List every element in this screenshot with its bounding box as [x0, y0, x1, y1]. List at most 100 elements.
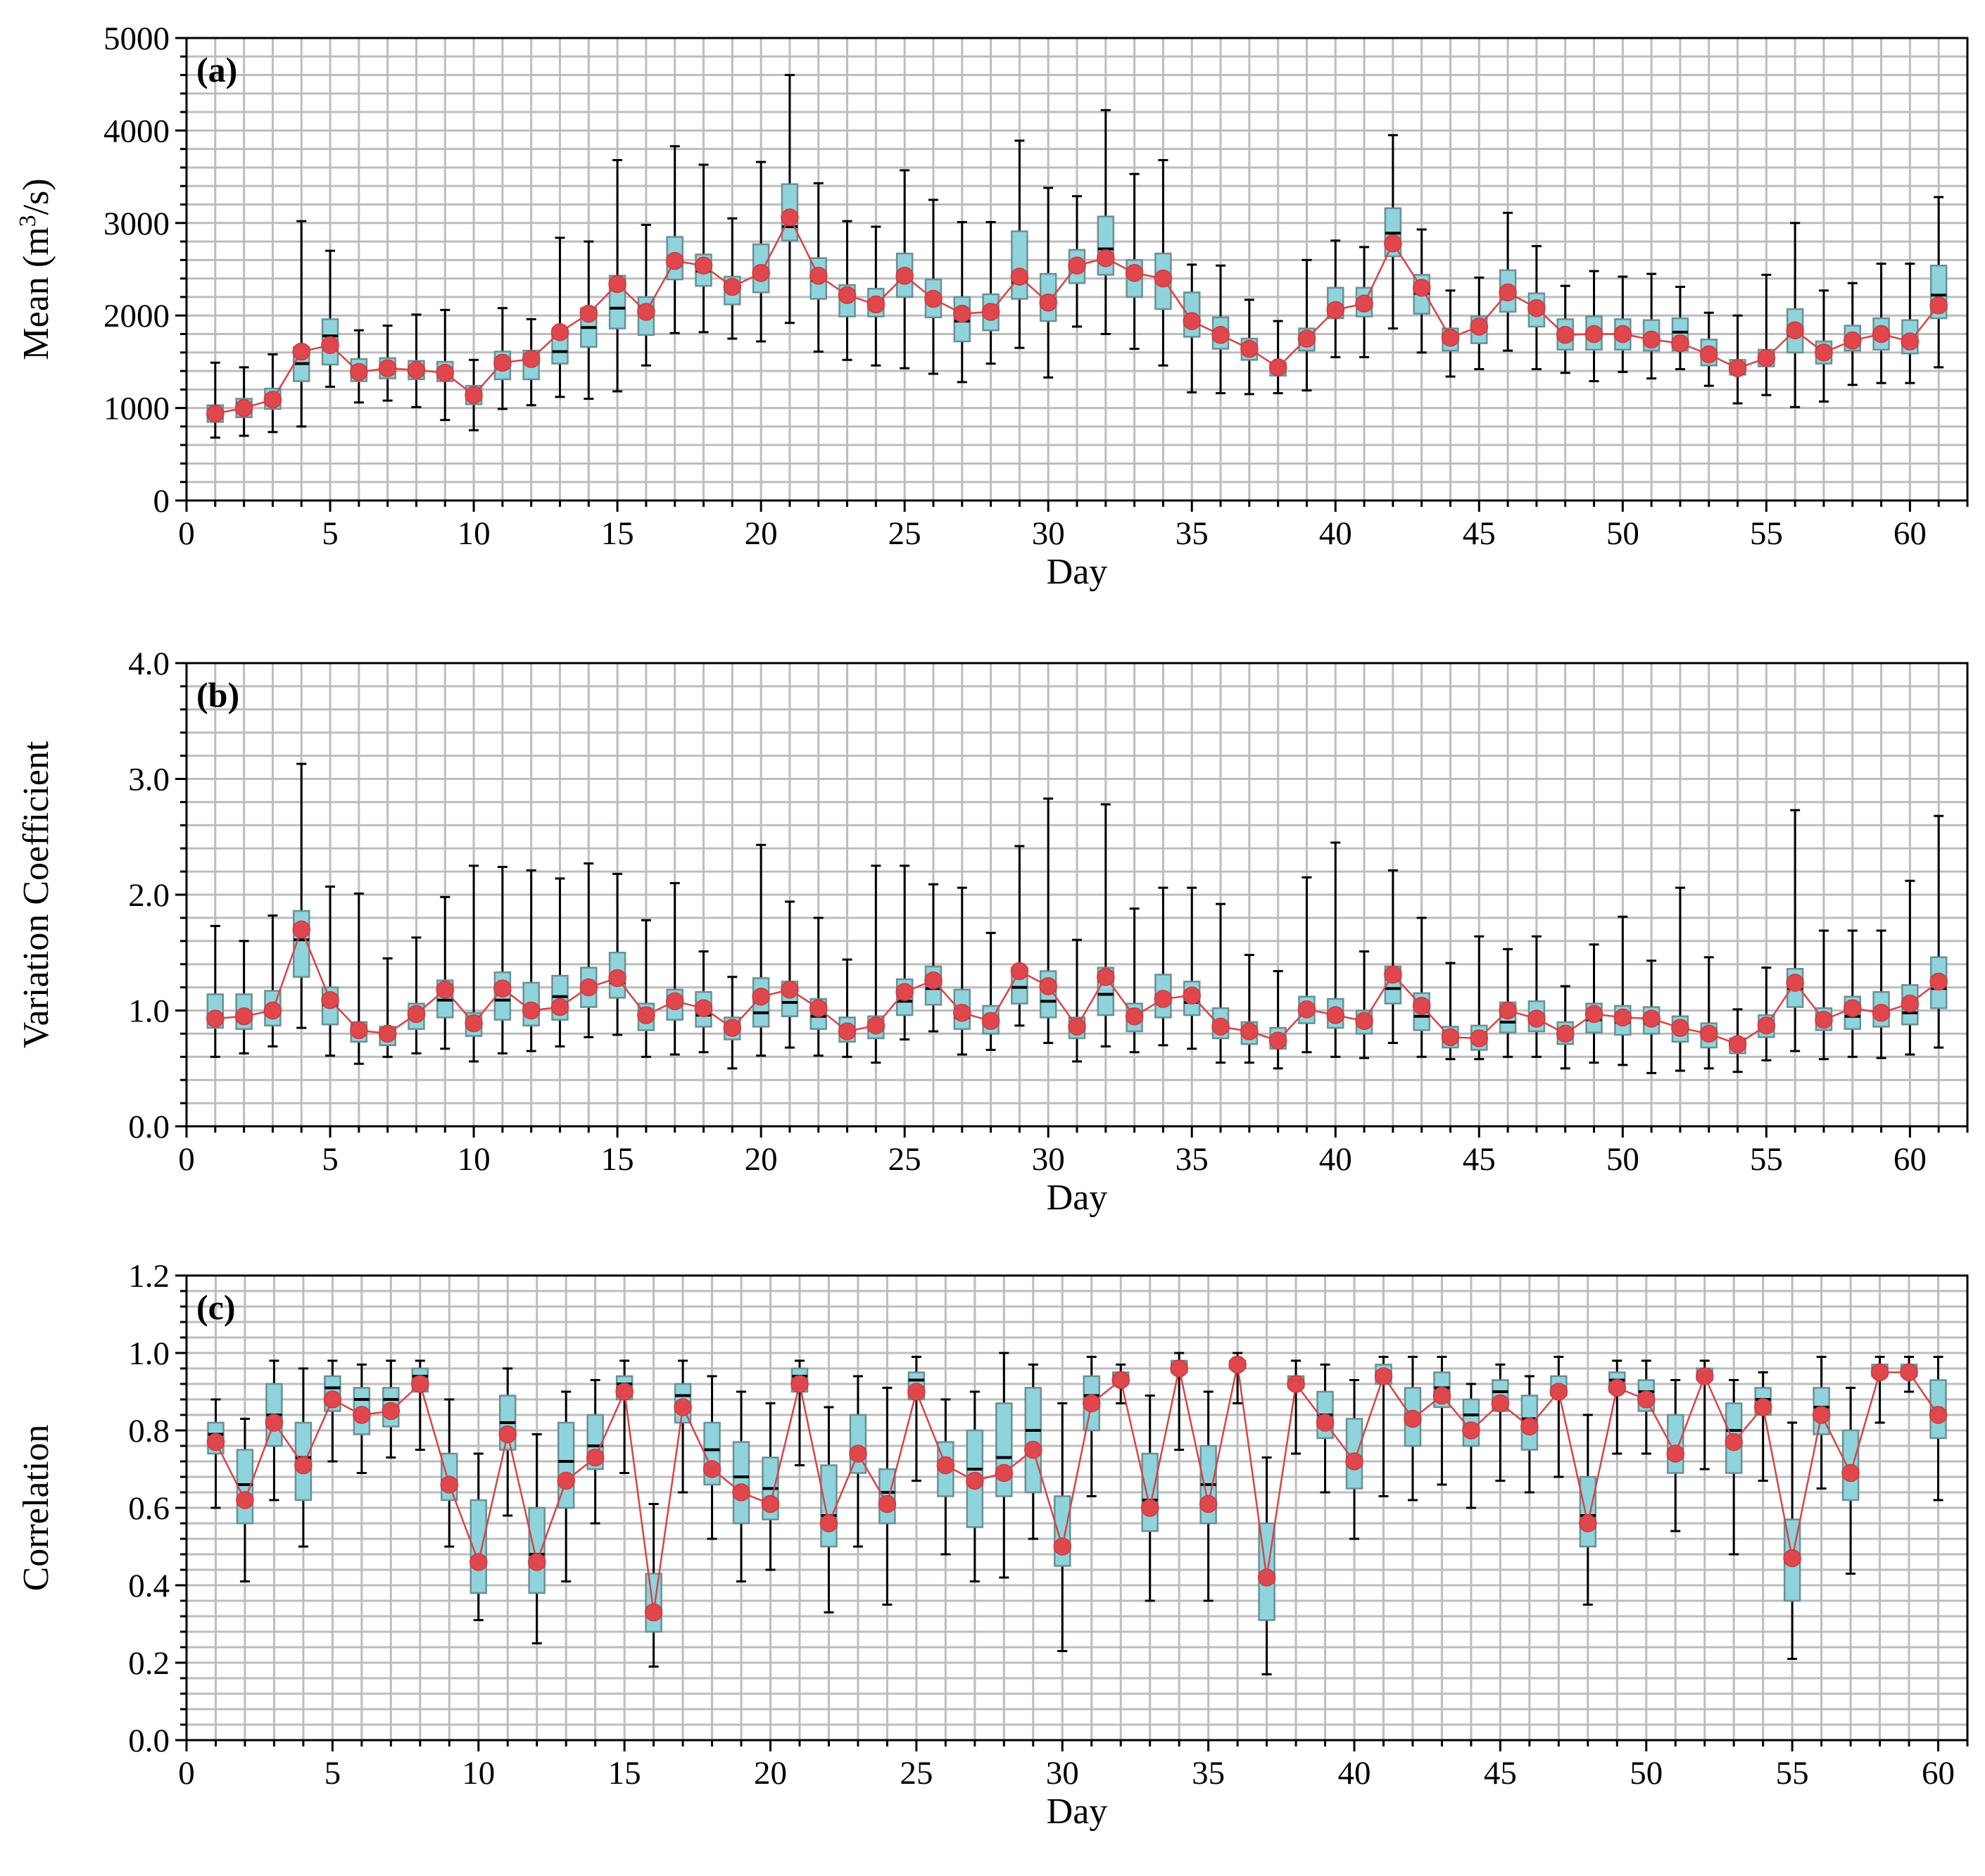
box-day-47: [1527, 935, 1546, 1058]
box-day-56: [1786, 809, 1804, 1052]
mean-point-day-51: [1666, 1444, 1684, 1463]
mean-point-day-46: [1499, 283, 1517, 302]
mean-point-day-25: [907, 1383, 926, 1401]
mean-point-day-41: [1374, 1367, 1393, 1385]
box-day-1: [206, 924, 225, 1058]
x-tick-label: 35: [1192, 1755, 1225, 1792]
mean-point-day-3: [265, 1414, 284, 1432]
mean-point-day-48: [1579, 1514, 1597, 1532]
box-day-16: [637, 223, 655, 367]
mean-point-day-32: [1097, 248, 1115, 267]
box-day-16: [645, 1503, 662, 1668]
y-tick-label: 3000: [103, 206, 170, 242]
mean-point-day-2: [234, 1007, 253, 1026]
mean-point-day-9: [440, 1475, 459, 1494]
mean-point-day-17: [665, 992, 684, 1011]
box-day-58: [1844, 929, 1862, 1058]
mean-point-day-53: [1725, 1433, 1743, 1452]
mean-point-day-29: [1024, 1440, 1042, 1459]
mean-point-day-30: [1039, 294, 1057, 312]
mean-point-day-18: [694, 999, 713, 1017]
mean-point-day-49: [1584, 1005, 1603, 1024]
mean-point-day-13: [550, 997, 569, 1016]
mean-markers: [206, 1355, 1948, 1622]
mean-point-day-48: [1556, 1024, 1575, 1043]
mean-point-day-34: [1170, 1359, 1188, 1378]
mean-point-day-35: [1183, 986, 1201, 1005]
box-day-52: [1671, 886, 1689, 1072]
y-tick-label: 0.2: [128, 1645, 170, 1682]
x-tick-label: 55: [1750, 1141, 1783, 1178]
box-day-19: [732, 1390, 750, 1582]
mean-point-day-50: [1637, 1390, 1656, 1409]
mean-point-day-14: [579, 304, 598, 323]
mean-point-day-40: [1345, 1452, 1363, 1471]
box-day-53: [1700, 956, 1718, 1070]
box-day-42: [1384, 134, 1402, 330]
mean-point-day-27: [953, 304, 971, 323]
box-day-31: [1068, 938, 1086, 1063]
x-tick-label: 30: [1046, 1755, 1079, 1792]
x-tick-label: 20: [745, 515, 778, 552]
box-day-28: [982, 220, 1000, 365]
mean-point-day-48: [1556, 326, 1575, 344]
mean-point-day-32: [1111, 1371, 1130, 1390]
iqr-box: [995, 1402, 1013, 1497]
y-axis-title: Variation Coefficient: [16, 741, 56, 1048]
mean-point-day-43: [1412, 279, 1431, 297]
mean-point-day-29: [1010, 962, 1029, 981]
box-day-30: [1039, 797, 1057, 1045]
mean-point-day-59: [1872, 325, 1891, 344]
mean-point-day-33: [1125, 264, 1144, 282]
x-axis-title: Day: [1047, 1178, 1108, 1218]
mean-point-day-30: [1053, 1537, 1072, 1556]
mean-point-day-47: [1549, 1383, 1568, 1401]
mean-point-day-56: [1786, 321, 1804, 339]
box-day-56: [1786, 222, 1804, 408]
box-day-44: [1462, 1383, 1480, 1509]
mean-point-day-21: [781, 208, 799, 227]
mean-point-day-60: [1901, 994, 1920, 1013]
box-day-32: [1097, 108, 1115, 335]
mean-point-day-19: [723, 277, 742, 296]
mean-point-day-27: [953, 1004, 971, 1022]
mean-point-day-19: [723, 1019, 742, 1037]
mean-point-day-24: [867, 295, 886, 314]
y-tick-label: 2.0: [128, 877, 170, 914]
mean-point-day-12: [527, 1553, 546, 1571]
mean-point-day-57: [1841, 1463, 1860, 1482]
mean-point-day-43: [1432, 1386, 1451, 1405]
x-tick-label: 25: [888, 515, 921, 552]
box-day-26: [924, 199, 943, 375]
mean-point-day-21: [790, 1375, 809, 1393]
mean-point-day-39: [1316, 1414, 1335, 1432]
mean-point-day-2: [234, 398, 253, 417]
mean-point-day-3: [263, 391, 282, 409]
mean-point-day-9: [436, 981, 455, 999]
mean-point-day-6: [353, 1406, 371, 1424]
box-day-57: [1815, 929, 1833, 1061]
x-tick-label: 25: [888, 1141, 921, 1178]
x-tick-label: 15: [608, 1755, 641, 1792]
box-day-12: [528, 1433, 546, 1644]
y-tick-label: 0.6: [128, 1490, 170, 1527]
mean-point-day-47: [1527, 1009, 1546, 1028]
mean-point-day-39: [1297, 329, 1316, 348]
mean-point-day-61: [1929, 972, 1948, 991]
x-tick-label: 50: [1606, 515, 1639, 552]
x-tick-label: 60: [1922, 1755, 1955, 1792]
box-day-59: [1872, 929, 1890, 1059]
mean-point-day-49: [1584, 325, 1603, 344]
mean-point-day-36: [1211, 1017, 1230, 1036]
x-tick-label: 60: [1893, 1141, 1927, 1178]
mean-point-day-23: [838, 286, 857, 305]
mean-point-day-5: [323, 1390, 342, 1409]
x-tick-label: 15: [601, 515, 634, 552]
mean-point-day-12: [522, 350, 541, 368]
mean-point-day-5: [321, 990, 339, 1009]
mean-point-day-56: [1786, 974, 1804, 992]
iqr-box: [1579, 1475, 1597, 1548]
mean-point-day-26: [924, 289, 943, 308]
mean-point-day-22: [809, 266, 828, 285]
x-tick-label: 50: [1606, 1141, 1639, 1178]
